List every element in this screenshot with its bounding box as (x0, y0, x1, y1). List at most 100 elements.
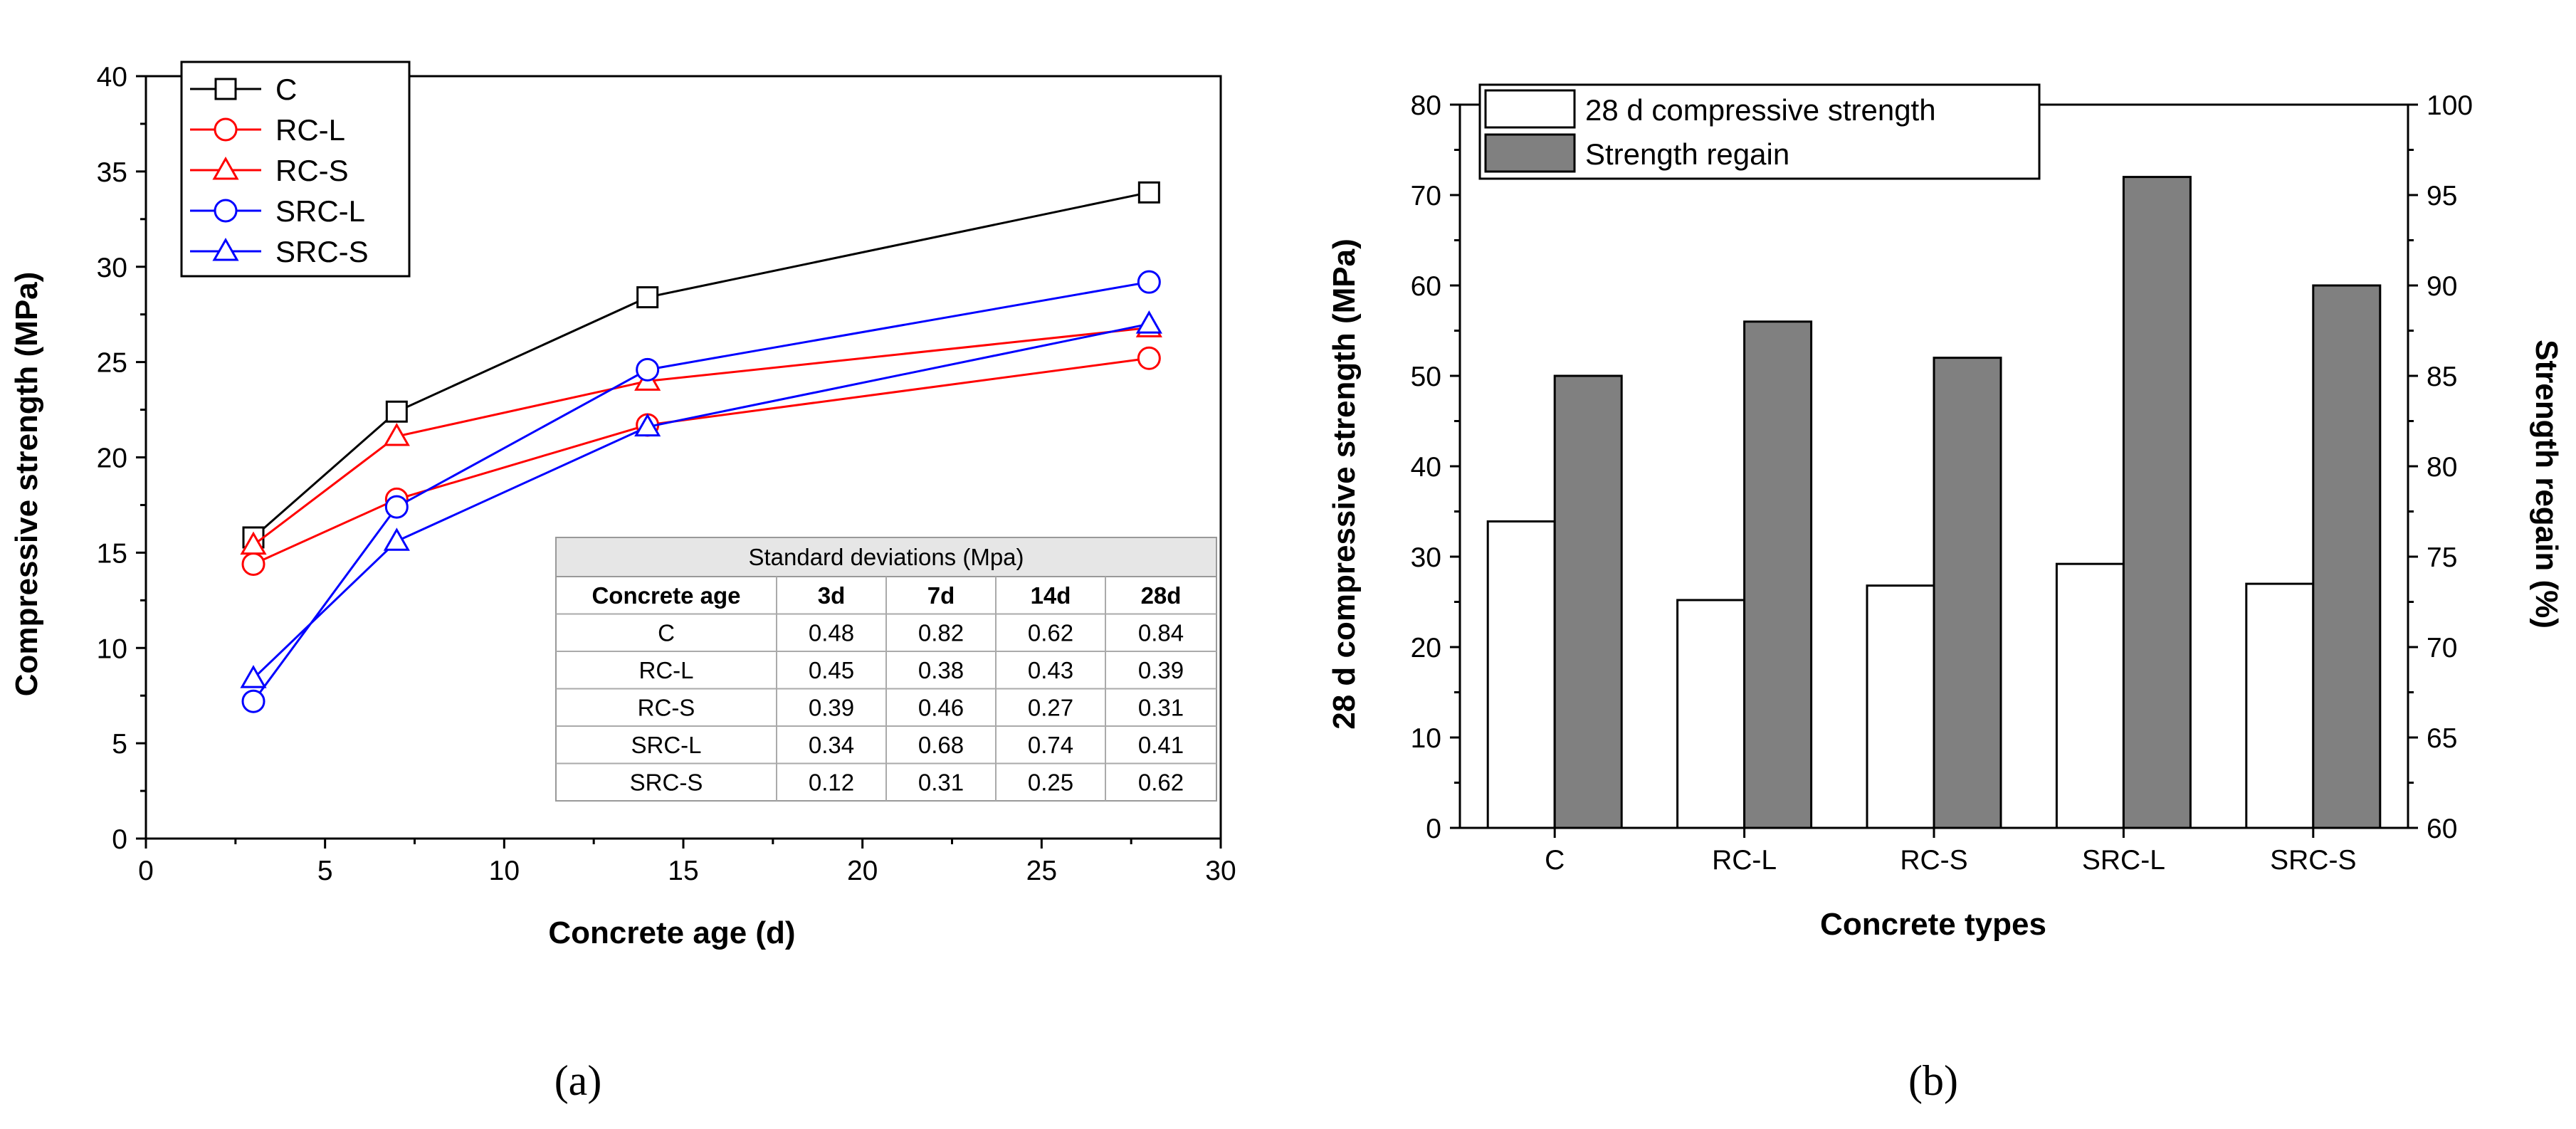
a-legend-marker-C (214, 78, 237, 100)
a-table-cell: 0.39 (1138, 657, 1184, 683)
b-y2-tick-label: 65 (2427, 723, 2457, 754)
b-y2-tick-label: 70 (2427, 633, 2457, 663)
a-y-tick-label: 30 (97, 253, 127, 283)
b-legend-swatch (1484, 89, 1576, 129)
b-legend-label: Strength regain (1585, 137, 1789, 171)
a-table-header-cell: 7d (927, 582, 955, 609)
a-data-point-SRC-L (241, 689, 266, 713)
a-data-point-C (385, 400, 408, 423)
a-table-cell: SRC-L (631, 732, 701, 758)
a-data-point-SRC-L (384, 495, 409, 519)
a-x-tick-label: 20 (847, 856, 878, 886)
b-bar-strength (1676, 599, 1746, 829)
a-panel-caption: (a) (554, 1057, 602, 1104)
a-table-cell: SRC-S (630, 770, 703, 796)
a-table-cell: 0.82 (918, 620, 964, 646)
b-y-tick-label: 50 (1411, 362, 1441, 392)
a-table-title: Standard deviations (Mpa) (748, 544, 1024, 570)
a-x-tick-label: 5 (317, 856, 333, 886)
b-bar-strength (1866, 584, 1935, 829)
a-table-cell: 0.27 (1028, 695, 1073, 721)
a-legend-label: C (275, 73, 297, 106)
b-x-tick-label: C (1545, 845, 1565, 876)
b-bar-strength (1486, 520, 1556, 829)
b-y-tick-label: 40 (1411, 452, 1441, 483)
b-bar-regain (1553, 374, 1623, 829)
a-table-cell: 0.41 (1138, 732, 1184, 758)
a-y-tick-label: 15 (97, 538, 127, 569)
a-table-cell: RC-S (638, 695, 695, 721)
b-bar-regain (1743, 320, 1813, 829)
a-table-cell: RC-L (638, 657, 693, 683)
b-y2-tick-label: 95 (2427, 181, 2457, 211)
b-y2-axis-label: Strength regain (%) (2529, 340, 2564, 629)
a-series-line-C (253, 191, 1150, 539)
a-table-cell: 0.39 (809, 695, 854, 721)
a-table-cell: 0.25 (1028, 770, 1073, 796)
b-y2-tick-label: 85 (2427, 362, 2457, 392)
a-data-point-SRC-L (636, 357, 660, 382)
a-table-cell: 0.34 (809, 732, 854, 758)
a-legend-marker-RC-L (214, 117, 238, 142)
b-y-tick-label: 20 (1411, 633, 1441, 663)
a-data-point-SRC-S (634, 413, 661, 437)
b-y2-tick-label: 60 (2427, 814, 2457, 844)
b-panel-caption: (b) (1908, 1057, 1958, 1104)
a-table-cell: 0.48 (809, 620, 854, 646)
a-data-point-RC-S (240, 531, 267, 555)
a-table-header-cell: 3d (818, 582, 846, 609)
b-bar-regain (2312, 284, 2382, 829)
a-y-tick-label: 10 (97, 634, 127, 664)
b-y2-tick-label: 75 (2427, 542, 2457, 573)
a-data-point-RC-S (383, 423, 410, 446)
a-y-tick-label: 5 (112, 729, 127, 760)
b-y-tick-label: 80 (1411, 90, 1441, 121)
a-data-point-RC-L (241, 552, 266, 576)
b-y2-tick-label: 100 (2427, 90, 2473, 121)
a-table-cell: 0.43 (1028, 657, 1073, 683)
a-series-line-SRC-L (252, 280, 1150, 703)
b-legend-label: 28 d compressive strength (1585, 93, 1936, 127)
a-data-point-C (636, 286, 659, 309)
chart-a: Compressive strength (MPa) Concrete age … (9, 61, 1236, 1104)
a-y-tick-label: 40 (97, 62, 127, 93)
a-data-point-SRC-L (1137, 270, 1161, 294)
a-table-cell: 0.46 (918, 695, 964, 721)
a-legend-marker-SRC-S (212, 237, 239, 261)
a-series-line-RC-S (253, 326, 1150, 546)
a-table-header-cell: 28d (1141, 582, 1182, 609)
b-y-tick-label: 10 (1411, 723, 1441, 754)
a-legend-marker-SRC-L (214, 199, 238, 223)
b-x-axis-label: Concrete types (1820, 907, 2046, 942)
b-y-tick-label: 0 (1426, 814, 1441, 844)
a-x-tick-label: 15 (668, 856, 698, 886)
a-table-cell: 0.68 (918, 732, 964, 758)
b-y2-tick-label: 80 (2427, 452, 2457, 483)
a-table-title-cell (555, 537, 1217, 577)
a-y-axis-label: Compressive strength (MPa) (9, 272, 44, 697)
a-data-point-C (1137, 181, 1160, 204)
a-table-cell: 0.38 (918, 657, 964, 683)
a-x-axis-label: Concrete age (d) (548, 915, 795, 950)
a-y-tick-label: 25 (97, 348, 127, 379)
a-table-cell: C (658, 620, 675, 646)
b-y-axis-label: 28 d compressive strength (MPa) (1327, 238, 1362, 730)
a-data-point-SRC-S (240, 665, 267, 688)
b-x-tick-label: RC-L (1712, 845, 1777, 876)
b-x-tick-label: RC-S (1900, 845, 1967, 876)
a-legend-label: RC-S (275, 154, 349, 187)
a-table-cell: 0.74 (1028, 732, 1073, 758)
a-data-point-RC-L (1137, 346, 1161, 370)
b-legend-swatch (1484, 133, 1576, 173)
a-legend-label: SRC-L (275, 194, 365, 228)
b-y-tick-label: 30 (1411, 542, 1441, 573)
a-legend-label: SRC-S (275, 235, 369, 268)
a-y-tick-label: 20 (97, 443, 127, 474)
b-bar-strength (2055, 562, 2125, 829)
b-bar-regain (2122, 176, 2192, 829)
b-y-tick-label: 60 (1411, 271, 1441, 302)
b-y2-tick-label: 90 (2427, 271, 2457, 302)
chart-b: 28 d compressive strength (MPa) Strength… (1327, 83, 2564, 1104)
a-data-point-SRC-S (1135, 310, 1162, 334)
